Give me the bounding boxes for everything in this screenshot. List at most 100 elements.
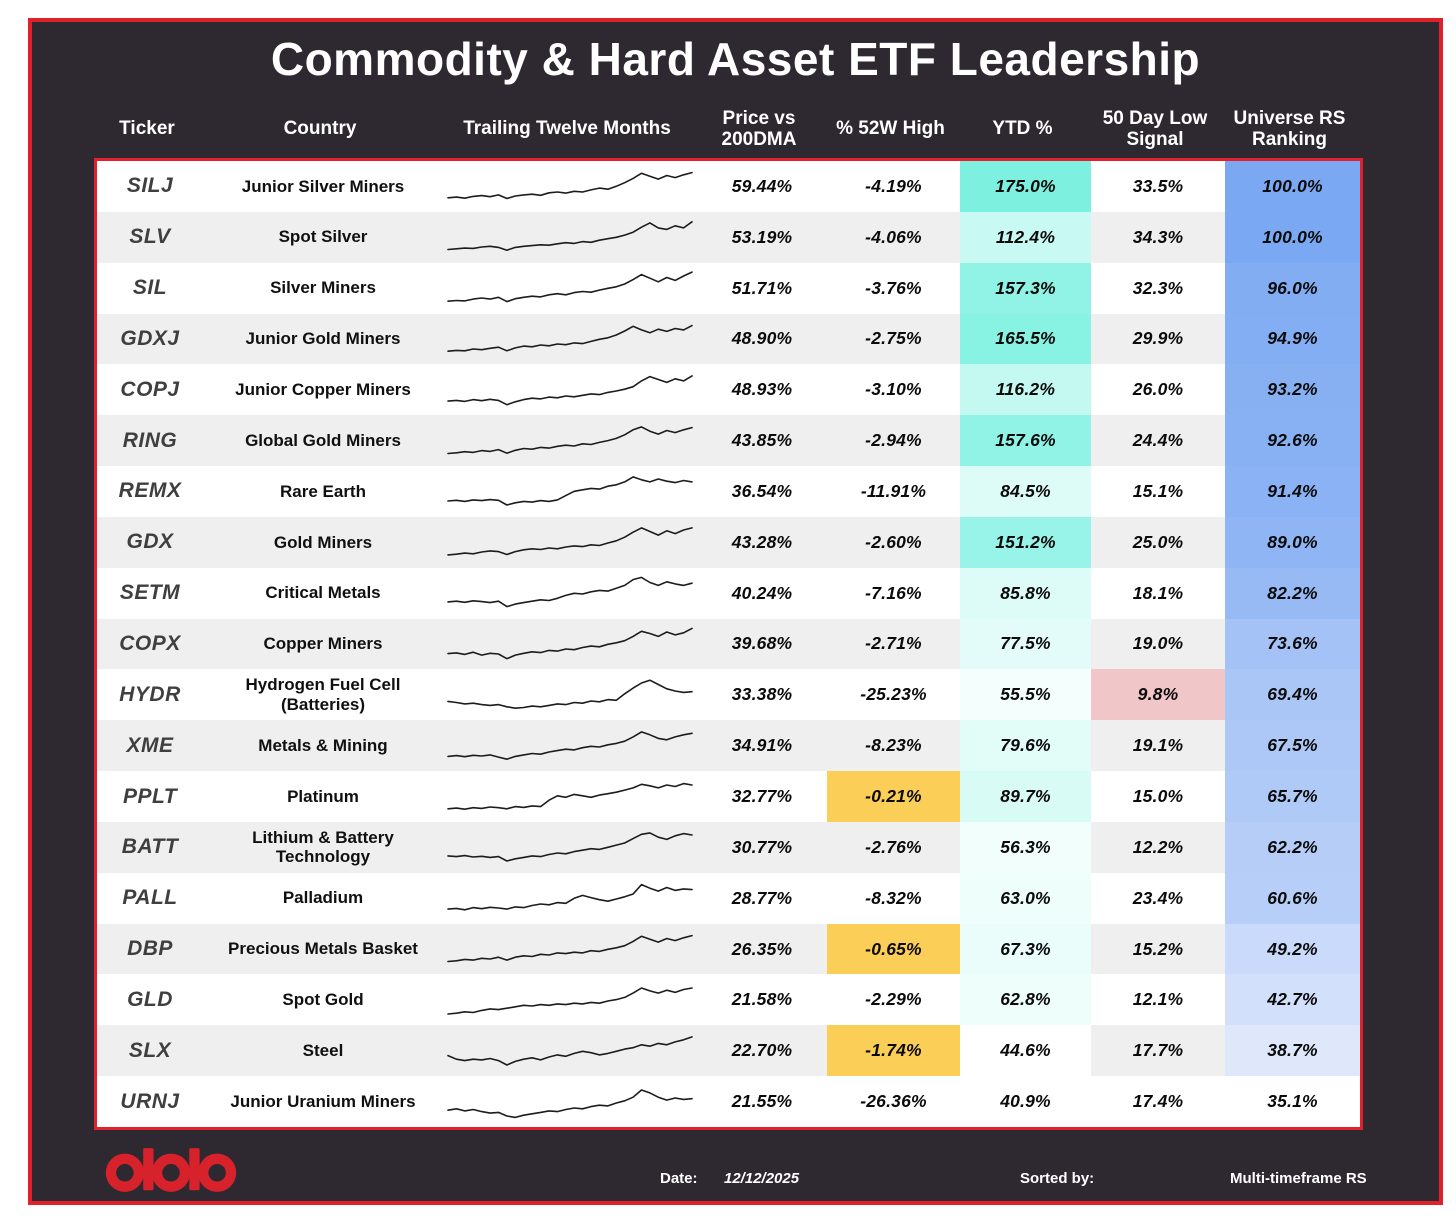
- ytd-cell: 79.6%: [960, 720, 1091, 772]
- 50-day-low-signal-cell: 17.4%: [1132, 1091, 1184, 1112]
- ytd-cell: 84.5%: [960, 466, 1091, 517]
- sorted-by-value: Multi-timeframe RS: [1230, 1170, 1367, 1187]
- ttm-sparkline: [443, 720, 697, 771]
- pct-52w-high-cell: -1.74%: [827, 1025, 960, 1077]
- price-vs-200dma-cell: 21.55%: [731, 1091, 793, 1112]
- price-vs-200dma-cell: 32.77%: [731, 786, 793, 807]
- ytd-cell: 55.5%: [960, 669, 1091, 721]
- table-row: REMX Rare Earth 36.54% -11.91% 84.5% 15.1% 91.…: [97, 466, 1360, 517]
- etf-table: SILJ Junior Silver Miners 59.44% -4.19% 175.…: [94, 158, 1363, 1130]
- pct-52w-high-cell: -2.71%: [865, 633, 922, 654]
- ticker-cell: GLD: [127, 987, 173, 1011]
- ttm-sparkline: [443, 212, 697, 263]
- pct-52w-high-cell: -2.76%: [865, 836, 922, 857]
- pct-52w-high-cell: -2.29%: [865, 989, 922, 1010]
- ytd-cell: 116.2%: [960, 364, 1091, 416]
- table-row: SETM Critical Metals 40.24% -7.16% 85.8% 18.1…: [97, 567, 1360, 619]
- ttm-sparkline: [443, 873, 697, 924]
- country-cell: Palladium: [282, 888, 364, 908]
- 50-day-low-signal-cell: 12.1%: [1132, 989, 1184, 1010]
- ytd-cell: 175.0%: [960, 161, 1091, 212]
- 50-day-low-signal-cell: 29.9%: [1132, 328, 1184, 349]
- ytd-cell: 85.8%: [960, 567, 1091, 619]
- universe-rs-cell: 65.7%: [1225, 771, 1360, 822]
- ticker-cell: XME: [126, 733, 174, 757]
- ticker-cell: DBP: [127, 937, 173, 961]
- pct-52w-high-cell: -8.23%: [865, 735, 922, 756]
- price-vs-200dma-cell: 33.38%: [731, 684, 793, 705]
- ytd-cell: 62.8%: [960, 974, 1091, 1026]
- 50-day-low-signal-cell: 19.1%: [1132, 735, 1184, 756]
- date-value: 12/12/2025: [724, 1170, 800, 1187]
- infographic-card: Commodity & Hard Asset ETF Leadership Ti…: [28, 18, 1443, 1205]
- price-vs-200dma-cell: 40.24%: [731, 582, 793, 603]
- universe-rs-cell: 94.9%: [1225, 313, 1360, 365]
- ticker-cell: SILJ: [126, 174, 174, 198]
- date-label: Date:: [660, 1170, 698, 1187]
- ytd-cell: 40.9%: [960, 1076, 1091, 1127]
- 50-day-low-signal-cell: 15.2%: [1132, 938, 1184, 959]
- table-row: GDXJ Junior Gold Miners 48.90% -2.75% 165.5%…: [97, 313, 1360, 365]
- universe-rs-cell: 92.6%: [1225, 415, 1360, 467]
- universe-rs-cell: 73.6%: [1225, 618, 1360, 670]
- country-cell: Platinum: [287, 786, 359, 806]
- country-cell: Junior Copper Miners: [235, 380, 411, 399]
- 50-day-low-signal-cell: 18.1%: [1132, 582, 1184, 603]
- ticker-cell: GDX: [126, 530, 174, 554]
- pct-52w-high-cell: -2.75%: [865, 328, 922, 349]
- universe-rs-cell: 69.4%: [1225, 669, 1360, 721]
- table-row: SILJ Junior Silver Miners 59.44% -4.19% 175.…: [97, 161, 1360, 212]
- ttm-sparkline: [443, 822, 697, 873]
- ttm-sparkline: [443, 771, 697, 822]
- country-cell: Precious Metals Basket: [228, 939, 418, 959]
- table-row: COPX Copper Miners 39.68% -2.71% 77.5% 19.0% 7…: [97, 618, 1360, 670]
- ttm-sparkline: [443, 1025, 697, 1076]
- ticker-cell: COPJ: [120, 377, 180, 401]
- universe-rs-cell: 60.6%: [1225, 872, 1360, 924]
- ttm-sparkline: [443, 924, 697, 975]
- 50-day-low-signal-cell: 33.5%: [1132, 175, 1184, 196]
- ttm-sparkline: [443, 161, 697, 212]
- ttm-sparkline: [443, 263, 697, 314]
- table-row: XME Metals & Mining 34.91% -8.23% 79.6% 19.1%…: [97, 720, 1360, 772]
- universe-rs-cell: 100.0%: [1225, 211, 1360, 263]
- country-cell: Copper Miners: [263, 634, 383, 654]
- price-vs-200dma-cell: 43.28%: [731, 531, 793, 552]
- ttm-sparkline: [443, 517, 697, 568]
- price-vs-200dma-cell: 22.70%: [731, 1040, 793, 1061]
- ytd-cell: 112.4%: [960, 211, 1091, 263]
- sorted-by-label: Sorted by:: [1020, 1170, 1095, 1187]
- ytd-cell: 77.5%: [960, 618, 1091, 670]
- price-vs-200dma-cell: 43.85%: [731, 430, 793, 451]
- table-row: GLD Spot Gold 21.58% -2.29% 62.8% 12.1% 42.7%: [97, 974, 1360, 1026]
- pct-52w-high-cell: -7.16%: [865, 582, 922, 603]
- universe-rs-cell: 42.7%: [1225, 974, 1360, 1026]
- price-vs-200dma-cell: 26.35%: [731, 938, 793, 959]
- col-header-ytd: YTD %: [992, 118, 1053, 140]
- country-cell: Hydrogen Fuel Cell (Batteries): [245, 675, 401, 714]
- ytd-cell: 63.0%: [960, 872, 1091, 924]
- ttm-sparkline: [443, 1076, 697, 1127]
- price-vs-200dma-cell: 48.90%: [731, 328, 793, 349]
- universe-rs-cell: 67.5%: [1225, 720, 1360, 772]
- ticker-cell: RING: [122, 428, 178, 452]
- ttm-sparkline: [443, 364, 697, 415]
- universe-rs-cell: 93.2%: [1225, 364, 1360, 416]
- price-vs-200dma-cell: 59.44%: [731, 175, 793, 196]
- universe-rs-cell: 100.0%: [1225, 161, 1360, 212]
- country-cell: Rare Earth: [280, 481, 366, 501]
- ticker-cell: GDXJ: [120, 326, 180, 350]
- country-cell: Global Gold Miners: [245, 430, 401, 450]
- table-row: RING Global Gold Miners 43.85% -2.94% 157.6%…: [97, 415, 1360, 467]
- ttm-sparkline: [443, 669, 697, 720]
- price-vs-200dma-cell: 39.68%: [731, 633, 793, 654]
- pct-52w-high-cell: -0.65%: [827, 923, 960, 975]
- ytd-cell: 56.3%: [960, 821, 1091, 873]
- 50-day-low-signal-cell: 15.1%: [1132, 480, 1184, 501]
- universe-rs-cell: 38.7%: [1225, 1025, 1360, 1077]
- table-body: SILJ Junior Silver Miners 59.44% -4.19% 175.…: [97, 161, 1360, 1127]
- pct-52w-high-cell: -4.19%: [865, 175, 922, 196]
- table-row: GDX Gold Miners 43.28% -2.60% 151.2% 25.0% 89.…: [97, 516, 1360, 568]
- pct-52w-high-cell: -25.23%: [860, 684, 927, 705]
- table-row: URNJ Junior Uranium Miners 21.55% -26.36% 40…: [97, 1076, 1360, 1127]
